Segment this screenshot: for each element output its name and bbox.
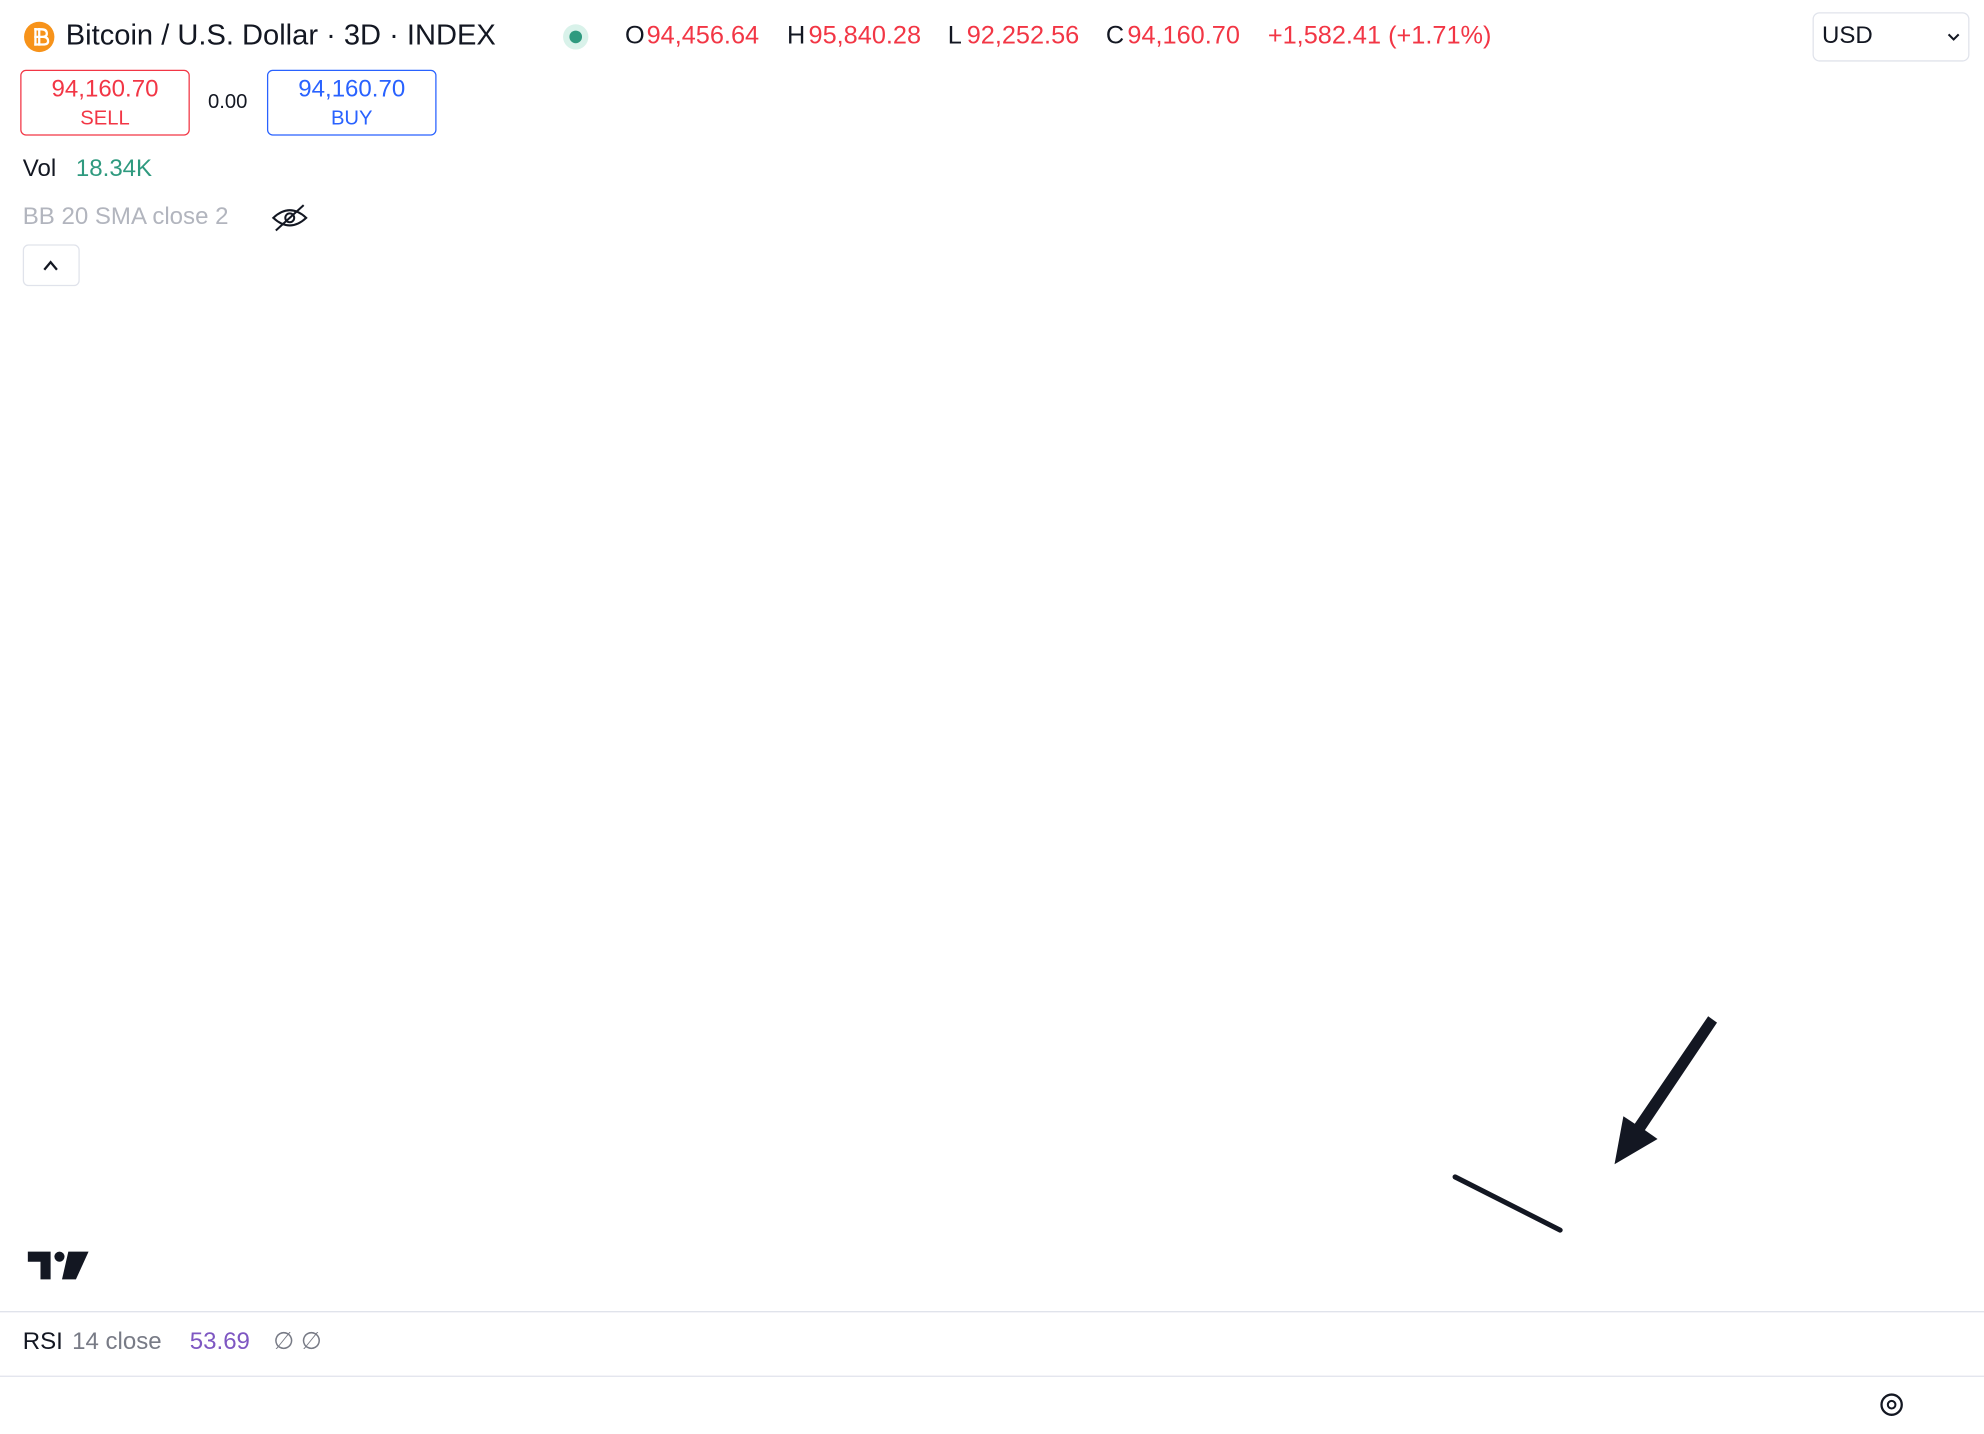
logo-part (54, 1251, 65, 1262)
pupil (284, 212, 296, 224)
currency-box[interactable] (1812, 12, 1970, 62)
gear[interactable] (1880, 1393, 1903, 1416)
drawn-trendline (1452, 1174, 1563, 1233)
ohlc-value: 92,252.56 (967, 22, 1080, 50)
logo-part (62, 1251, 89, 1280)
chevron-up (43, 260, 58, 271)
ohlc-key: C (1106, 22, 1124, 50)
rsi-value: 53.69 (190, 1328, 250, 1355)
rsi-key: RSI (23, 1328, 63, 1355)
symbol-title: Bitcoin / U.S. Dollar · 3D · INDEX (66, 20, 496, 52)
tv-logo (27, 1251, 89, 1280)
ohlc-key: L (948, 22, 962, 50)
ohlc-key: O (625, 22, 645, 50)
sell-button[interactable]: 94,160.70 SELL (20, 69, 190, 136)
rsi-params: 14 close (72, 1328, 162, 1355)
ohlc-key: H (787, 22, 805, 50)
indicator-label: BB 20 SMA close 2 (23, 203, 229, 230)
currency-label[interactable]: USD (1822, 22, 1873, 49)
drawn-arrow (1614, 1016, 1718, 1165)
collapse-box[interactable] (22, 244, 80, 287)
eye-slash (275, 204, 305, 232)
price-change: +1,582.41 (+1.71%) (1268, 22, 1492, 50)
ohlc-value: 95,840.28 (809, 22, 922, 50)
ohlc-value: 94,160.70 (1127, 22, 1240, 50)
rsi-extra: ∅ ∅ (273, 1328, 322, 1355)
sell-box[interactable] (20, 69, 190, 136)
currency-select[interactable]: USD (1812, 12, 1970, 62)
buy-button[interactable]: 94,160.70 BUY (266, 69, 437, 136)
ohlc-value: 94,456.64 (647, 22, 760, 50)
vol-value: 18.34K (76, 155, 152, 182)
buy-price[interactable]: 94,160.70 (298, 75, 405, 102)
spread: 0.00 (208, 91, 247, 113)
settings-button[interactable] (1880, 1393, 1903, 1416)
bitcoin-glyph (34, 28, 50, 46)
visibility-icon[interactable] (271, 204, 308, 232)
collapse-button[interactable] (22, 244, 80, 287)
logo-part (27, 1251, 51, 1280)
sell-price[interactable]: 94,160.70 (52, 75, 159, 102)
sell-label[interactable]: SELL (80, 107, 130, 129)
gear-hub (1886, 1399, 1897, 1410)
chevron (1947, 33, 1960, 41)
vol-key: Vol (23, 155, 56, 182)
status-dot (569, 30, 583, 44)
buy-label[interactable]: BUY (331, 107, 373, 129)
buy-box[interactable] (266, 69, 437, 136)
